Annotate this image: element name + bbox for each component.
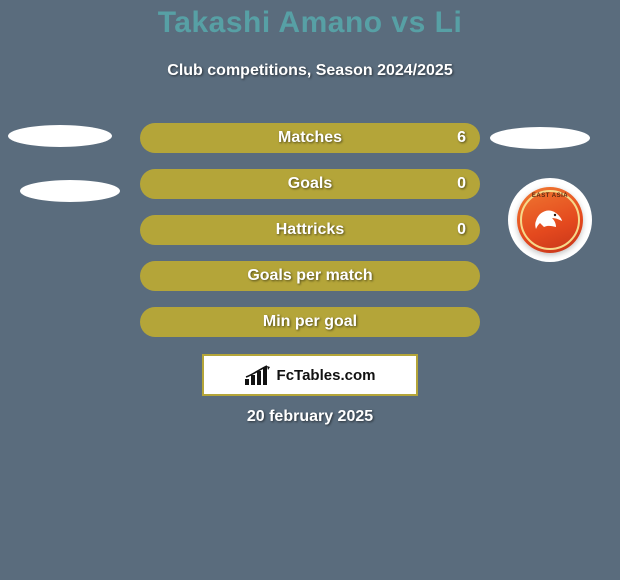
stat-value-right: 6 (457, 129, 466, 147)
stat-label: Hattricks (276, 221, 344, 239)
brand-text: FcTables.com (277, 367, 376, 384)
left-ellipse-1 (8, 125, 112, 147)
stat-label: Goals (288, 175, 332, 193)
stat-label: Goals per match (247, 267, 372, 285)
page-title: Takashi Amano vs Li (0, 6, 620, 40)
club-badge-ring (520, 190, 580, 250)
stat-row: Matches 6 (140, 123, 480, 153)
stat-value-right: 0 (457, 175, 466, 193)
club-badge-text: EAST ASIA (532, 193, 568, 199)
brand-box: FcTables.com (202, 354, 418, 396)
stat-value-right: 0 (457, 221, 466, 239)
stat-row: Min per goal (140, 307, 480, 337)
stat-row: Hattricks 0 (140, 215, 480, 245)
left-ellipse-2 (20, 180, 120, 202)
comparison-infographic: Takashi Amano vs Li Club competitions, S… (0, 0, 620, 580)
stat-row: Goals 0 (140, 169, 480, 199)
club-badge: EAST ASIA (508, 178, 592, 262)
right-ellipse (490, 127, 590, 149)
stat-label: Matches (278, 129, 342, 147)
subtitle: Club competitions, Season 2024/2025 (0, 62, 620, 80)
bar-chart-icon (245, 365, 271, 385)
stat-row: Goals per match (140, 261, 480, 291)
club-badge-inner: EAST ASIA (517, 187, 583, 253)
date-text: 20 february 2025 (0, 408, 620, 426)
stat-label: Min per goal (263, 313, 357, 331)
